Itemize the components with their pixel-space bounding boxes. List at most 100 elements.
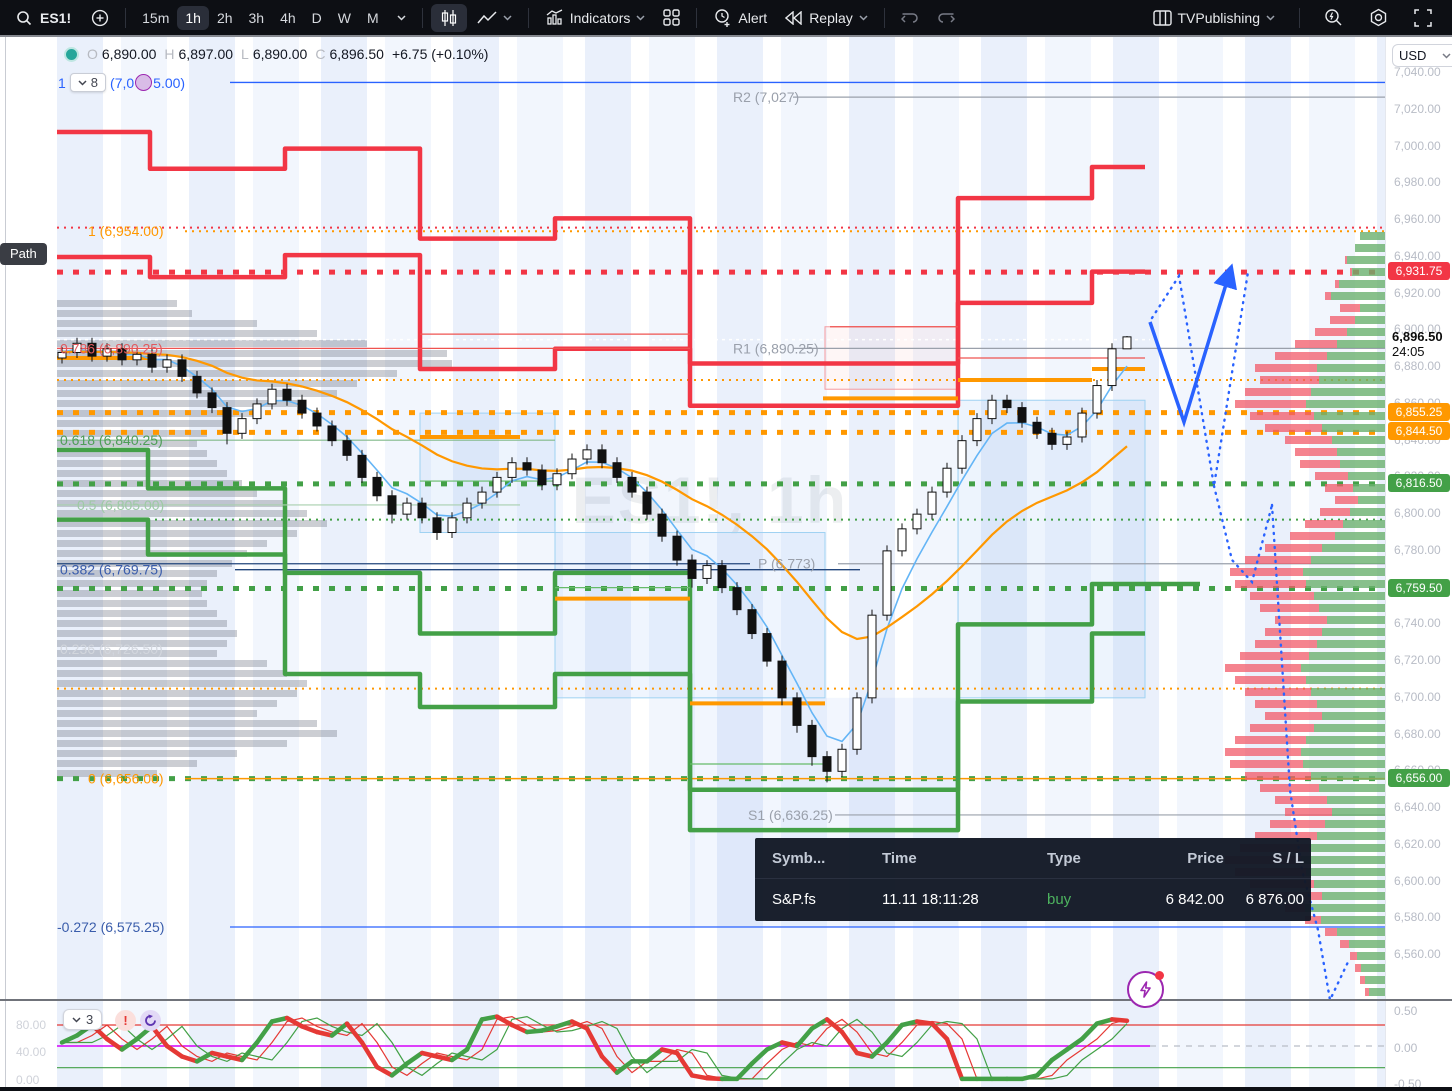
instant-trading-button[interactable]: [1127, 971, 1164, 1008]
volume-profile-right-buy: [1301, 856, 1385, 864]
templates-grid-icon[interactable]: [655, 5, 688, 30]
timeframe-1h[interactable]: 1h: [177, 5, 209, 30]
osc-main-line: [599, 1054, 620, 1075]
ohlc-legend[interactable]: O 6,890.00 H 6,897.00 L 6,890.00 C 6,896…: [64, 46, 488, 62]
trades-table[interactable]: Symb... Time Type Price S / L S&P.fs 11.…: [755, 838, 1311, 921]
price-level-badge: 6,931.75: [1388, 262, 1450, 281]
volume-profile-left-bar: [57, 750, 237, 757]
search-icon[interactable]: [10, 10, 38, 26]
osc-signal-line: [62, 1015, 1128, 1080]
candle-body: [672, 535, 682, 561]
osc-main-line: [419, 1050, 440, 1059]
price-tick: 6,880.00: [1394, 359, 1441, 374]
close-value: 6,896.50: [329, 46, 384, 62]
osc-main-line: [284, 1015, 305, 1029]
volume-profile-right-sell: [1315, 472, 1348, 480]
quick-search-icon[interactable]: [1316, 4, 1351, 31]
osc-main-line: [269, 1015, 290, 1024]
price-scale[interactable]: USD 7,040.00 7,020.00 7,000.00 6,980.00 6,96…: [1385, 37, 1452, 1091]
candle-body: [1122, 336, 1132, 350]
candle-body: [567, 458, 577, 475]
candle-body: [537, 469, 547, 486]
candle-body: [942, 467, 952, 493]
volume-profile-right-sell: [1340, 940, 1349, 948]
volume-profile-left-bar: [57, 530, 297, 537]
level-label: 0.618 (6,840.25): [60, 432, 163, 448]
volume-profile-right-buy: [1301, 664, 1385, 672]
level-label: 0 (6,656.00): [88, 771, 164, 787]
indicators-label: Indicators: [569, 9, 631, 26]
indicators-button[interactable]: Indicators: [537, 5, 654, 30]
timeframe-15m[interactable]: 15m: [142, 9, 170, 26]
oscillator-settings-dropdown[interactable]: 3: [63, 1009, 103, 1030]
line-tool-button[interactable]: [469, 7, 520, 29]
volume-profile-right-buy: [1319, 376, 1385, 384]
candle-style-button[interactable]: [430, 3, 467, 32]
timeframe-4h[interactable]: 4h: [280, 9, 296, 26]
candle-body: [852, 697, 862, 750]
volume-profile-right-buy: [1314, 412, 1385, 420]
volume-profile-right-sell: [1235, 736, 1306, 744]
timeframe-2h[interactable]: 2h: [216, 9, 233, 26]
candle-body: [192, 375, 202, 394]
volume-profile-right-buy: [1322, 892, 1385, 900]
volume-profile-right-sell: [1245, 772, 1311, 780]
redo-button[interactable]: [929, 7, 963, 29]
volume-profile-right-buy: [1343, 520, 1385, 528]
currency-dropdown[interactable]: USD: [1392, 44, 1452, 67]
price-level-badge: 6,759.50: [1388, 578, 1450, 597]
volume-profile-right-sell: [1230, 760, 1303, 768]
price-tick: 6,560.00: [1394, 947, 1441, 962]
volume-profile-left-bar: [57, 360, 452, 367]
candle-body: [237, 418, 247, 434]
change-value: +6.75 (+0.10%): [391, 46, 489, 62]
volume-profile-right-buy: [1314, 592, 1385, 600]
price-tick: 6,960.00: [1394, 212, 1441, 227]
purple-marker-icon[interactable]: [135, 74, 153, 91]
volume-profile-right-buy: [1360, 232, 1385, 240]
oscillator-warning-icon[interactable]: !: [115, 1010, 136, 1031]
timeframe-D[interactable]: D: [311, 9, 322, 26]
volume-profile-right-buy: [1340, 460, 1385, 468]
candle-body: [552, 473, 562, 486]
timeframe-3h[interactable]: 3h: [248, 9, 265, 26]
volume-profile-left-bar: [57, 330, 317, 337]
chart-canvas[interactable]: 1 (6,954.00) 0.786 (6,890.25) 0.618 (6,840…: [57, 37, 1385, 1087]
layout-select-button[interactable]: TVPublishing: [1145, 6, 1284, 30]
volume-profile-left-bar: [57, 340, 367, 347]
symbol-name[interactable]: ES1!: [40, 9, 72, 26]
replay-button[interactable]: Replay: [777, 6, 876, 30]
osc-main-line: [914, 1019, 935, 1026]
timeframe-W[interactable]: W: [337, 9, 352, 26]
settings-icon[interactable]: [1361, 4, 1396, 31]
candle-body: [777, 660, 787, 699]
alert-button[interactable]: Alert: [705, 4, 775, 31]
cloud-zone: [824, 326, 959, 390]
candle-body: [837, 748, 847, 772]
osc-main-line: [1094, 1017, 1115, 1026]
oscillator-refresh-icon[interactable]: [140, 1010, 161, 1031]
compare-add-icon[interactable]: [83, 9, 117, 27]
price-tick: 6,800.00: [1394, 506, 1441, 521]
undo-button[interactable]: [893, 7, 927, 29]
fib-ext-dropdown[interactable]: 8: [69, 73, 107, 92]
volume-profile-right-sell: [1295, 340, 1337, 348]
candle-body: [402, 502, 412, 515]
timeframe-chevron-icon[interactable]: [389, 11, 414, 25]
volume-profile-right-buy: [1339, 280, 1385, 288]
osc-main-line: [59, 1033, 80, 1045]
trade-row[interactable]: S&P.fs 11.11 18:11:28 buy 6 842.00 6 876…: [755, 879, 1311, 919]
currency-label: USD: [1399, 48, 1427, 63]
oscillator-left-tick: 80.00: [16, 1018, 47, 1032]
volume-profile-right-buy: [1358, 496, 1385, 504]
pane-divider[interactable]: [0, 999, 1452, 1001]
fullscreen-icon[interactable]: [1406, 5, 1440, 31]
volume-profile-right-sell: [1350, 268, 1352, 276]
volume-profile-right-sell: [1255, 832, 1317, 840]
candle-body: [807, 724, 817, 758]
volume-profile-right-sell: [1285, 436, 1332, 444]
volume-profile-right-buy: [1327, 352, 1385, 360]
timeframe-M[interactable]: M: [367, 9, 379, 26]
volume-profile-left-bar: [57, 730, 337, 737]
fib-extension-row[interactable]: 1 8 (7,0 5.00): [58, 73, 185, 92]
